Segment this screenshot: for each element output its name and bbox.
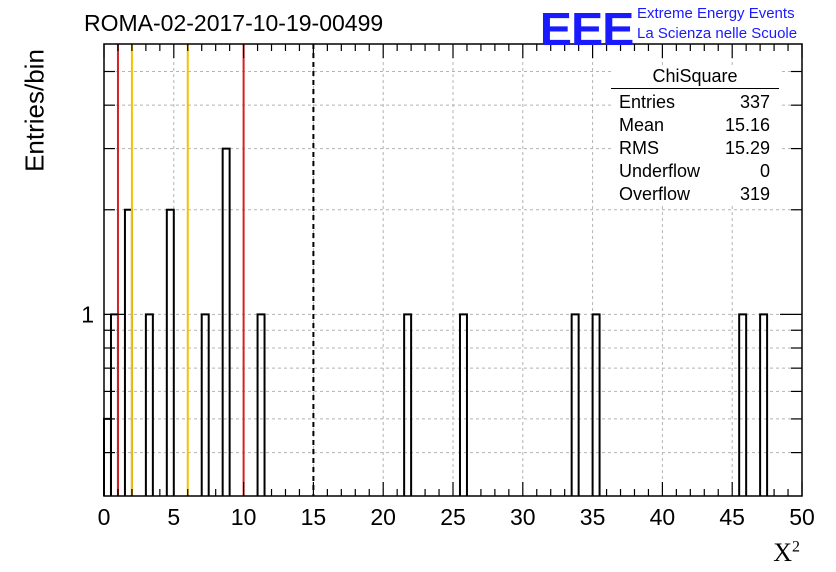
x-tick-label: 5 bbox=[167, 504, 180, 530]
histogram-bar bbox=[458, 313, 468, 496]
logo-caption: Extreme Energy Events La Scienza nelle S… bbox=[637, 4, 797, 44]
stats-row-mean: Mean 15.16 bbox=[611, 114, 779, 137]
stats-label: RMS bbox=[619, 138, 659, 158]
x-axis-label-main: X bbox=[773, 538, 792, 567]
stats-row-entries: Entries 337 bbox=[611, 91, 779, 114]
histogram-bar bbox=[103, 417, 112, 496]
histogram-bar bbox=[109, 313, 119, 496]
histogram-bar bbox=[165, 208, 175, 496]
eee-logo: EEE bbox=[539, 3, 635, 55]
stats-label: Overflow bbox=[619, 184, 691, 204]
x-tick-label: 30 bbox=[510, 504, 536, 530]
stats-row-overflow: Overflow 319 bbox=[611, 183, 779, 206]
stats-label: Entries bbox=[619, 92, 676, 112]
x-tick-label: 15 bbox=[301, 504, 327, 530]
histogram-bar bbox=[256, 313, 266, 496]
stats-label: Mean bbox=[619, 115, 665, 135]
x-axis-label: X2 bbox=[773, 538, 800, 568]
x-tick-label: 50 bbox=[789, 504, 815, 530]
logo-line-1: Extreme Energy Events bbox=[637, 5, 795, 22]
histogram-bar bbox=[403, 313, 413, 496]
x-tick-label: 10 bbox=[231, 504, 257, 530]
histogram-bar bbox=[144, 313, 154, 496]
x-tick-label: 25 bbox=[440, 504, 466, 530]
x-tick-label: 45 bbox=[719, 504, 745, 530]
chart-title: ROMA-02-2017-10-19-00499 bbox=[84, 10, 384, 36]
histogram-bar bbox=[570, 313, 580, 496]
x-tick-label: 40 bbox=[650, 504, 676, 530]
histogram-bar bbox=[591, 313, 601, 496]
x-tick-label: 35 bbox=[580, 504, 606, 530]
x-tick-label: 0 bbox=[98, 504, 111, 530]
histogram-bar bbox=[738, 313, 748, 496]
stats-row-underflow: Underflow 0 bbox=[611, 160, 779, 183]
stats-value: 319 bbox=[739, 184, 770, 204]
stats-label: Underflow bbox=[619, 161, 701, 181]
histogram-bar bbox=[221, 147, 231, 496]
stats-title: ChiSquare bbox=[611, 66, 779, 89]
histogram-bar bbox=[200, 313, 210, 496]
stats-row-rms: RMS 15.29 bbox=[611, 137, 779, 160]
stats-value: 15.16 bbox=[724, 115, 770, 135]
stats-value: 337 bbox=[739, 92, 770, 112]
stats-box: ChiSquare Entries 337 Mean 15.16 RMS 15.29 … bbox=[611, 66, 779, 206]
y-tick-label: 1 bbox=[81, 301, 94, 327]
stats-value: 15.29 bbox=[724, 138, 770, 158]
x-axis-label-sup: 2 bbox=[792, 538, 800, 556]
x-tick-label: 20 bbox=[370, 504, 396, 530]
histogram-bar bbox=[759, 313, 769, 496]
stats-value: 0 bbox=[759, 161, 770, 181]
logo-line-2: La Scienza nelle Scuole bbox=[637, 25, 798, 42]
y-axis-label: Entries/bin bbox=[19, 49, 50, 172]
